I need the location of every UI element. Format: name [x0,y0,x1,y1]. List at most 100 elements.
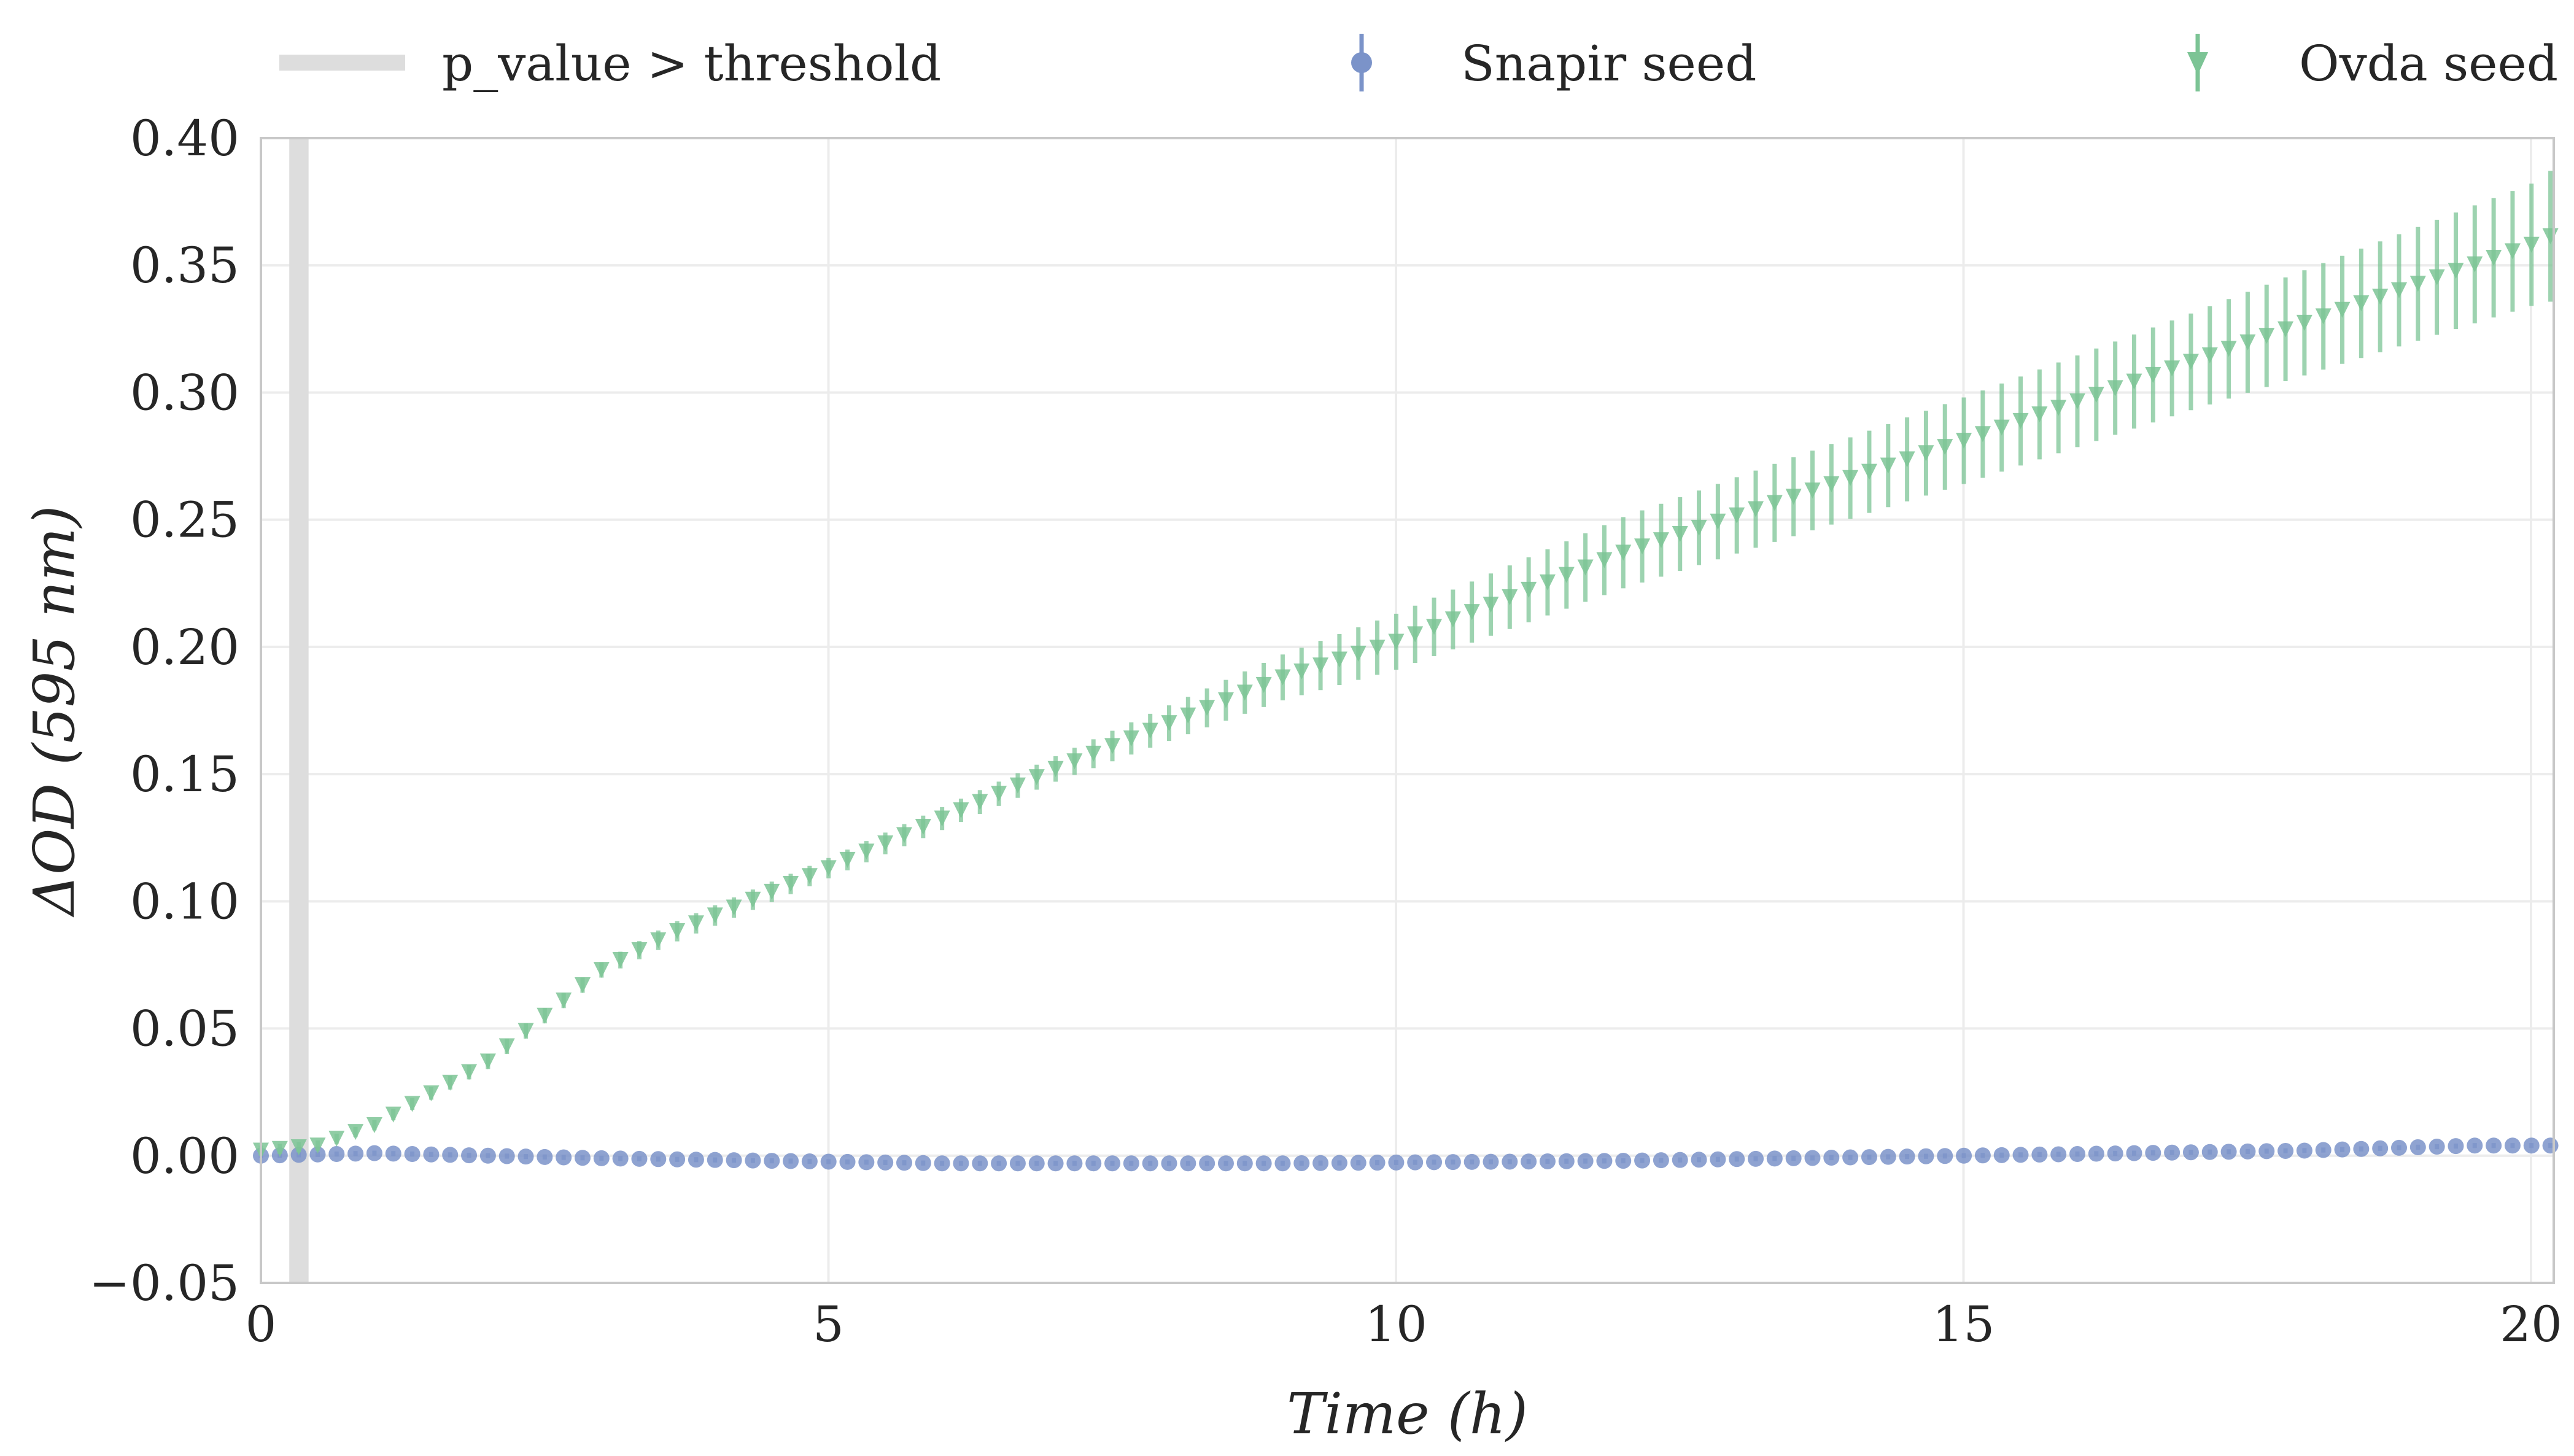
data-point [1615,544,1632,561]
data-point [328,1146,345,1163]
data-point [479,1147,496,1164]
data-point [1937,1148,1953,1164]
data-point [707,907,723,924]
data-point [2542,1137,2559,1154]
data-point [1009,1155,1026,1172]
data-point [991,786,1007,802]
data-point [1577,1153,1594,1169]
plot-frame [260,137,2555,1284]
data-point [574,977,591,994]
data-point [1974,426,1991,443]
data-point [1823,1149,1840,1166]
data-point [2031,1146,2048,1163]
data-point [442,1074,459,1091]
data-point [1710,513,1726,530]
data-point [1483,1153,1499,1170]
legend-swatch-marker [2187,52,2208,75]
data-point [1899,451,1915,468]
data-point [1521,581,1537,598]
data-point [1785,489,1802,505]
data-point [2220,341,2237,357]
data-point [1558,567,1575,583]
data-point [1785,1150,1802,1166]
data-point [1047,1155,1064,1172]
data-point [2107,380,2123,397]
data-point [461,1064,478,1080]
data-point [309,1137,326,1154]
data-point [972,1155,988,1172]
data-point [953,802,969,819]
y-tick-label: 0.15 [130,746,239,803]
data-point [726,1152,742,1169]
y-tick-label: 0.05 [130,1001,239,1058]
data-point [1236,684,1253,701]
data-point [2429,269,2445,285]
y-tick-label: −0.05 [89,1255,239,1312]
data-point [783,1153,799,1169]
data-point [1899,1148,1915,1165]
x-tick-label: 20 [2500,1296,2562,1353]
data-point [537,1148,553,1165]
data-point [688,1152,704,1168]
data-point [2164,1144,2181,1161]
data-point [2523,236,2540,253]
data-point [385,1106,401,1123]
data-point [2315,1142,2332,1158]
data-point [2334,1141,2351,1158]
y-tick-label: 0.25 [130,492,239,549]
data-point [1463,604,1480,621]
data-point [1823,476,1840,492]
data-point [631,942,648,958]
data-point [1521,1153,1537,1170]
data-point [1861,1149,1877,1166]
data-point [556,992,572,1009]
data-point [1729,1151,1745,1168]
data-point [2523,1137,2540,1154]
x-tick-label: 5 [813,1296,844,1353]
data-point [1748,1150,1764,1167]
data-point [2390,282,2407,298]
data-point [2372,288,2389,305]
data-point [1312,1155,1329,1171]
data-point [347,1124,364,1140]
data-point [1691,519,1707,536]
data-point [2353,295,2370,312]
data-point [934,1155,950,1172]
data-point [2353,1140,2370,1157]
data-point [479,1053,496,1070]
y-tick-label: 0.10 [130,873,239,930]
data-point [1085,1155,1102,1172]
data-point [518,1148,534,1165]
data-point [1615,1153,1632,1169]
data-point [669,1151,686,1168]
data-point [556,1149,572,1166]
x-axis-label: Time (h) [1287,1381,1528,1447]
data-point [1748,501,1764,517]
data-point [1217,692,1234,708]
data-point [1388,1154,1405,1171]
threshold-band [289,138,309,1283]
data-point [801,868,818,885]
data-point [1974,1147,1991,1164]
data-point [2012,412,2029,429]
data-point [1028,1155,1045,1172]
data-point [461,1147,478,1164]
data-point [1596,552,1613,568]
data-point [2334,301,2351,318]
data-point [1993,419,2010,436]
data-point [1463,1153,1480,1170]
y-tick-label: 0.20 [130,619,239,676]
data-point [2467,256,2483,273]
data-point [347,1145,364,1162]
data-point [442,1147,459,1163]
data-point [1766,1150,1783,1167]
data-point [972,794,988,810]
x-tick-label: 0 [246,1296,277,1353]
series-layer [253,171,2559,1172]
data-point [1199,700,1215,716]
y-axis-label: ΔOD (595 nm) [21,506,87,918]
data-point [1009,777,1026,794]
data-point [1426,1154,1443,1171]
data-point [328,1131,345,1147]
